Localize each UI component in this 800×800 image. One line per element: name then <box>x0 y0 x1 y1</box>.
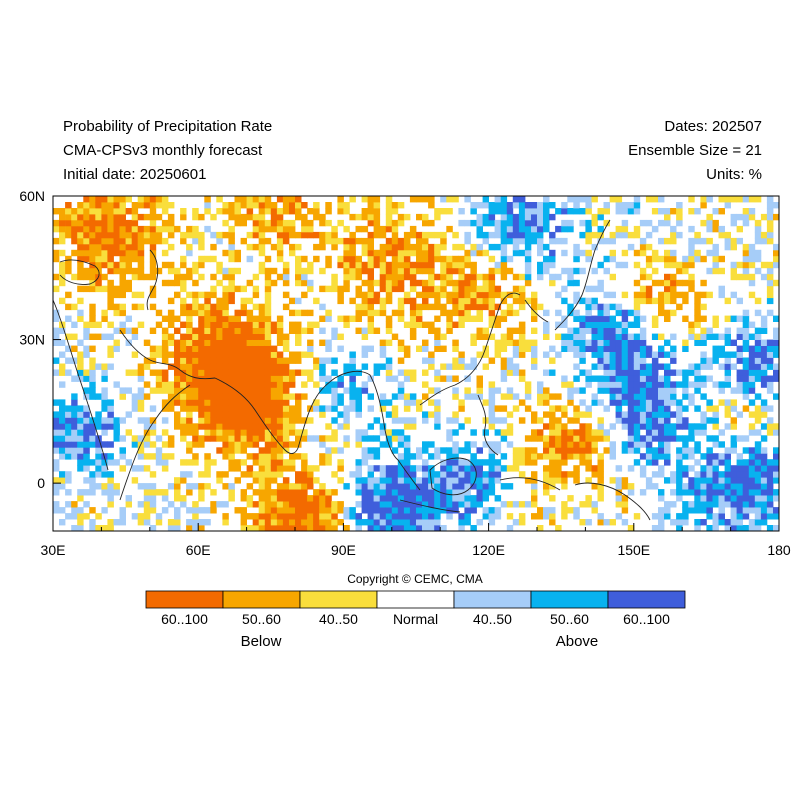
x-tick-label: 60E <box>186 542 211 558</box>
y-tick-label: 60N <box>19 188 45 204</box>
legend-swatch <box>607 590 686 609</box>
legend-swatch <box>299 590 378 609</box>
legend-bin-label: Normal <box>392 611 439 627</box>
legend-bin-label: 50..60 <box>242 611 281 627</box>
legend-swatch <box>376 590 455 609</box>
legend-bin-label: 40..50 <box>473 611 512 627</box>
coastline-arabia <box>53 299 191 501</box>
coastline-japan <box>524 219 611 331</box>
y-tick-label: 30N <box>19 332 45 348</box>
coastline-india <box>214 377 336 454</box>
legend-above-label: Above <box>555 633 599 650</box>
x-tick-label: 30E <box>41 542 66 558</box>
coastline-black-sea <box>59 259 100 285</box>
coastline-persian-gulf <box>119 329 216 380</box>
units-label: Units: % <box>706 166 762 183</box>
legend-below-label: Below <box>240 633 282 650</box>
x-tick-label: 90E <box>331 542 356 558</box>
x-tick-label: 120E <box>472 542 505 558</box>
ensemble-size-label: Ensemble Size = 21 <box>628 142 762 159</box>
coastline-southeast-asia <box>334 370 421 491</box>
coastline-philippines <box>477 394 499 456</box>
x-tick-label: 150E <box>617 542 650 558</box>
legend-bin-label: 40..50 <box>319 611 358 627</box>
x-tick-label: 180 <box>767 542 791 558</box>
legend-bin-label: 50..60 <box>550 611 589 627</box>
coastline-new-guinea <box>574 482 651 521</box>
legend-swatch <box>530 590 609 609</box>
coastline-caspian-sea <box>146 249 159 311</box>
map-subtitle: CMA-CPSv3 monthly forecast <box>63 142 263 159</box>
legend-swatch <box>453 590 532 609</box>
legend-swatch <box>222 590 301 609</box>
legend-bin-label: 60..100 <box>623 611 670 627</box>
probability-field <box>53 196 779 531</box>
legend-bin-label: 60..100 <box>161 611 208 627</box>
y-tick-label: 0 <box>37 475 45 491</box>
coastline-indonesia <box>399 457 561 513</box>
axis-ticks: 30E 60E 90E 120E 150E 180 60N 30N 0 <box>19 188 791 558</box>
coastline-china <box>419 292 521 406</box>
copyright-notice: Copyright © CEMC, CMA <box>347 572 483 586</box>
coastlines <box>53 219 651 521</box>
map-frame <box>52 195 780 532</box>
dates-label: Dates: 202507 <box>664 118 762 135</box>
map-title: Probability of Precipitation Rate <box>63 118 273 135</box>
legend-swatch <box>145 590 224 609</box>
initial-date-label: Initial date: 20250601 <box>63 166 207 183</box>
